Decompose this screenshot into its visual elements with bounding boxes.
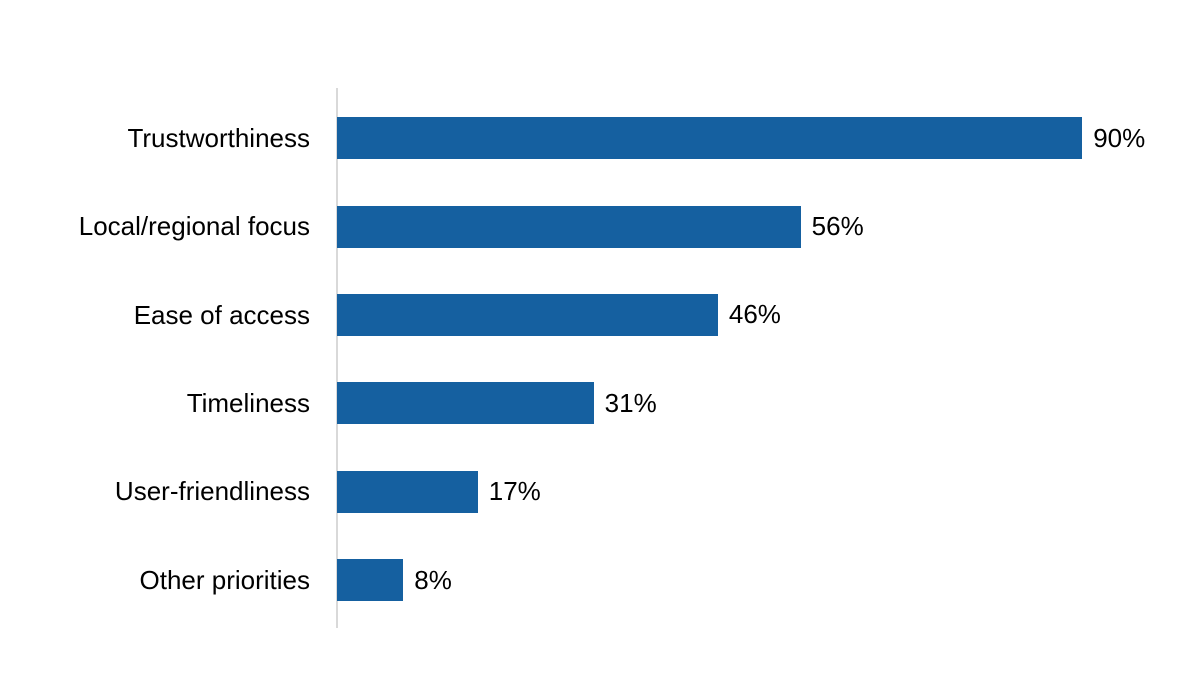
- chart-row: Trustworthiness 90%: [0, 94, 1200, 182]
- category-label: Timeliness: [186, 388, 310, 419]
- chart-row: Other priorities 8%: [0, 536, 1200, 624]
- chart-row: Local/regional focus 56%: [0, 182, 1200, 270]
- value-label: 46%: [728, 299, 781, 330]
- value-label: 8%: [414, 564, 452, 595]
- bar: [337, 382, 594, 425]
- value-label: 17%: [488, 476, 541, 507]
- category-label: Local/regional focus: [78, 211, 310, 242]
- chart-row: Ease of access 46%: [0, 271, 1200, 359]
- category-label: Trustworthiness: [127, 122, 310, 153]
- bar: [337, 470, 478, 513]
- bar: [337, 205, 801, 248]
- chart-row: Timeliness 31%: [0, 359, 1200, 447]
- bar: [337, 559, 404, 602]
- bar: [337, 293, 718, 336]
- category-label: User-friendliness: [114, 476, 310, 507]
- chart-rows: Trustworthiness 90% Local/regional focus 56…: [0, 94, 1200, 624]
- category-label: Ease of access: [133, 299, 310, 330]
- category-label: Other priorities: [139, 564, 311, 595]
- value-label: 90%: [1093, 122, 1146, 153]
- value-label: 31%: [604, 387, 657, 418]
- bar: [337, 117, 1083, 160]
- category-axis-line: [336, 88, 338, 628]
- value-label: 56%: [811, 211, 864, 242]
- chart-row: User-friendliness 17%: [0, 448, 1200, 536]
